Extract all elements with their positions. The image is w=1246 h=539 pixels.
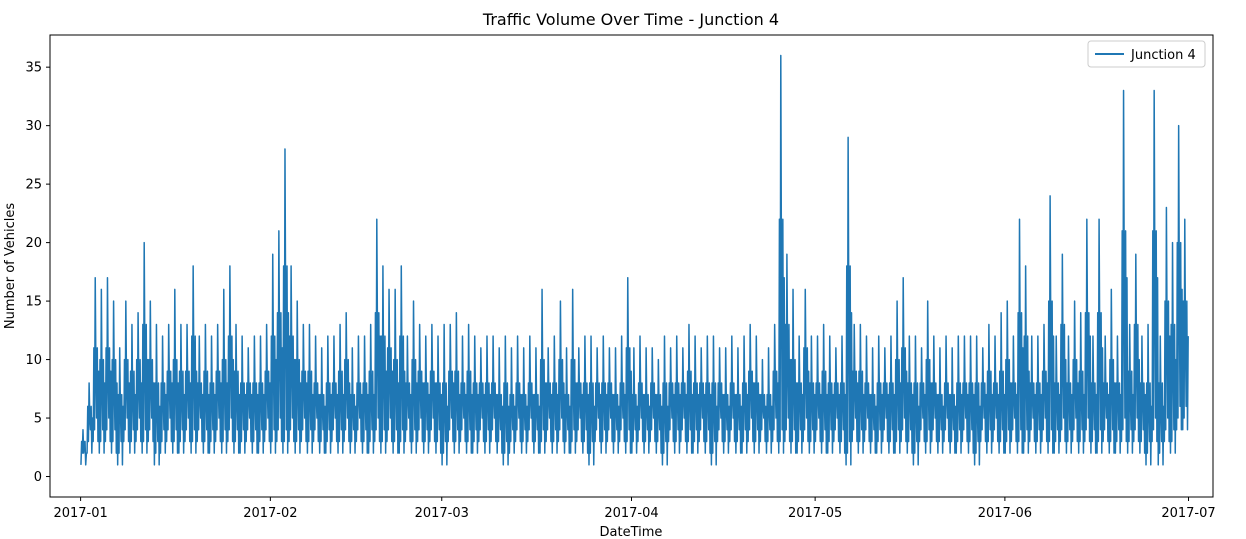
x-tick-label: 2017-07 <box>1161 506 1215 521</box>
legend-box <box>1087 40 1206 68</box>
legend: Junction 4 <box>1087 40 1206 68</box>
x-tick-label: 2017-03 <box>415 506 469 521</box>
x-axis-label: DateTime <box>600 525 663 539</box>
chart-title: Traffic Volume Over Time - Junction 4 <box>482 10 779 29</box>
x-axis: 2017-01 2017-02 2017-03 2017-04 2017-05 2017-… <box>53 497 1216 521</box>
y-tick-label: 10 <box>25 353 42 368</box>
y-tick-label: 35 <box>25 61 42 76</box>
y-axis-label: Number of Vehicles <box>3 203 18 330</box>
y-tick-label: 0 <box>34 470 42 485</box>
x-tick-label: 2017-04 <box>604 506 658 521</box>
y-axis: 0 5 10 15 20 25 30 35 <box>25 61 50 485</box>
x-tick-label: 2017-02 <box>243 506 297 521</box>
x-tick-label: 2017-01 <box>53 506 107 521</box>
x-tick-label: 2017-06 <box>978 506 1032 521</box>
legend-label-junction-4: Junction 4 <box>1130 48 1196 63</box>
series-layer <box>80 54 1189 466</box>
y-tick-label: 25 <box>25 178 42 193</box>
x-tick-label: 2017-05 <box>788 506 842 521</box>
y-tick-label: 20 <box>25 236 42 251</box>
y-tick-label: 30 <box>25 119 42 134</box>
plot-area: 2017-01 2017-02 2017-03 2017-04 2017-05 2017-… <box>25 34 1216 521</box>
y-tick-label: 5 <box>34 412 42 427</box>
series-line-junction-4 <box>80 54 1189 466</box>
y-tick-label: 15 <box>25 295 42 310</box>
